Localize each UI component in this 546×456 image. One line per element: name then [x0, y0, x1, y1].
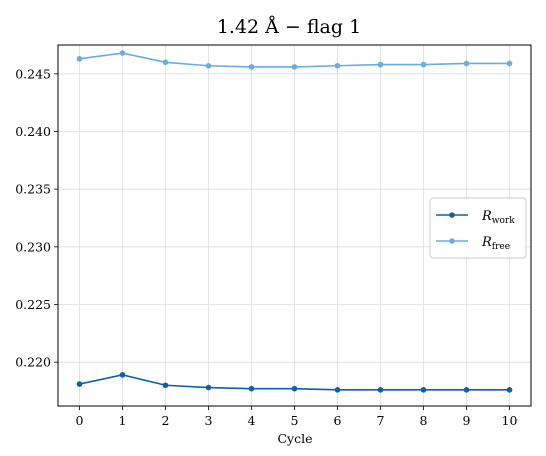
data-point-free — [420, 61, 427, 68]
data-point-work — [291, 385, 298, 392]
x-tick-label: 5 — [291, 413, 299, 428]
series-lines — [76, 50, 513, 393]
x-tick-label: 2 — [162, 413, 170, 428]
data-point-work — [76, 381, 83, 387]
x-tick-label: 7 — [377, 413, 385, 428]
data-point-free — [463, 60, 470, 67]
data-point-work — [334, 387, 341, 393]
legend-subscript: free — [492, 242, 510, 252]
x-tick-label: 9 — [463, 413, 471, 428]
legend-symbol: R — [481, 209, 492, 224]
legend-marker-work — [449, 212, 455, 218]
legend-label-free: Rfree — [481, 235, 510, 252]
x-axis: 0 1 2 3 4 5 6 7 8 9 10 — [76, 406, 518, 428]
y-tick-label: 0.230 — [15, 239, 51, 254]
y-tick-label: 0.220 — [15, 355, 51, 370]
data-point-work — [162, 382, 169, 389]
data-point-free — [506, 60, 513, 67]
x-tick-label: 4 — [248, 413, 256, 428]
data-point-free — [76, 56, 83, 62]
data-point-work — [506, 387, 513, 393]
data-point-free — [162, 59, 169, 66]
x-tick-label: 6 — [334, 413, 342, 428]
y-tick-label: 0.245 — [15, 66, 51, 81]
x-axis-label: Cycle — [277, 431, 312, 446]
data-point-free — [377, 61, 384, 68]
x-tick-label: 3 — [205, 413, 213, 428]
legend-symbol: R — [481, 235, 492, 250]
x-tick-label: 10 — [502, 413, 518, 428]
x-tick-label: 0 — [76, 413, 84, 428]
y-tick-label: 0.225 — [15, 297, 51, 312]
data-point-free — [291, 64, 298, 70]
data-point-free — [248, 64, 255, 70]
legend-marker-free — [449, 238, 455, 244]
data-point-work — [205, 384, 212, 391]
y-tick-label: 0.235 — [15, 182, 51, 197]
data-point-work — [119, 372, 126, 378]
x-tick-label: 1 — [119, 413, 127, 428]
legend-subscript: work — [492, 216, 515, 226]
chart-title: 1.42 Å − flag 1 — [217, 16, 361, 38]
data-point-free — [334, 62, 341, 69]
data-point-work — [248, 385, 255, 392]
data-point-work — [377, 387, 384, 393]
data-point-free — [205, 62, 212, 69]
y-tick-label: 0.240 — [15, 124, 51, 139]
x-tick-label: 8 — [420, 413, 428, 428]
data-point-work — [420, 387, 427, 393]
legend-box — [429, 197, 527, 259]
y-axis: 0.220 0.225 0.230 0.235 0.240 0.245 — [15, 66, 58, 370]
data-point-free — [119, 50, 126, 56]
data-point-work — [463, 387, 470, 393]
legend-label-work: Rwork — [481, 209, 515, 226]
